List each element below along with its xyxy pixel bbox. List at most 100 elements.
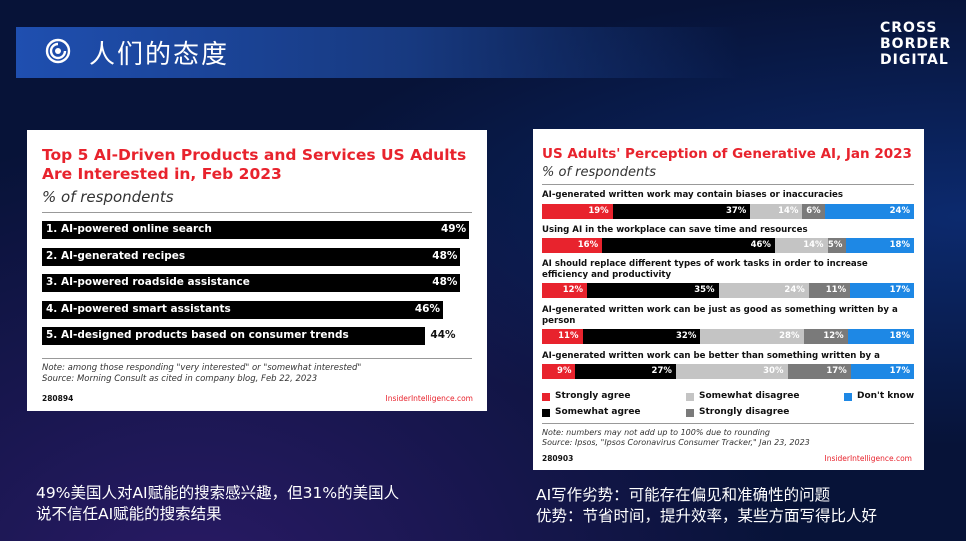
slide-title: 人们的态度 xyxy=(89,40,230,70)
swirl-icon xyxy=(45,38,71,64)
bar-segment xyxy=(787,364,851,379)
caption-left: 49%美国人对AI赋能的搜索感兴趣，但31%的美国人 说不信任AI赋能的搜索结果 xyxy=(36,483,399,525)
bar-segment xyxy=(575,364,676,379)
segment-value: 17% xyxy=(889,366,910,376)
segment-value: 28% xyxy=(779,331,800,341)
bar xyxy=(42,274,461,292)
bar-segment xyxy=(808,283,851,298)
bar-segment xyxy=(827,238,847,253)
divider xyxy=(42,212,472,213)
legend-label: Somewhat agree xyxy=(555,407,641,417)
segment-value: 46% xyxy=(750,240,771,250)
segment-value: 17% xyxy=(889,285,910,295)
bar xyxy=(42,300,443,319)
chart-card-interest: Top 5 AI-Driven Products and Services US… xyxy=(27,130,487,411)
legend-swatch xyxy=(542,393,550,401)
segment-value: 9% xyxy=(557,366,572,376)
question-label: AI-generated written work may contain bi… xyxy=(542,190,843,200)
bar-segment xyxy=(750,204,803,219)
brand-link[interactable]: InsiderIntelligence.com xyxy=(385,394,473,403)
legend-swatch xyxy=(542,409,550,417)
chart-card-perception: US Adults' Perception of Generative AI, … xyxy=(533,129,924,470)
chart-title: Top 5 AI-Driven Products and Services US… xyxy=(42,146,467,183)
bar-segment xyxy=(847,329,914,344)
segment-value: 27% xyxy=(651,366,672,376)
chart-note: Note: numbers may not add up to 100% due… xyxy=(542,428,770,437)
legend-label: Somewhat disagree xyxy=(699,391,800,401)
title-bar xyxy=(16,27,740,78)
segment-value: 37% xyxy=(725,206,747,216)
bar-segment xyxy=(542,238,603,253)
question-label: Using AI in the workplace can save time … xyxy=(542,225,808,235)
chart-code: 280903 xyxy=(542,454,574,463)
segment-value: 18% xyxy=(889,331,910,341)
segment-value: 14% xyxy=(778,206,799,216)
bar-segment xyxy=(542,329,583,344)
bar-segment xyxy=(850,283,914,298)
segment-value: 6% xyxy=(806,206,821,216)
bar-label: 4. AI-powered smart assistants xyxy=(46,302,231,315)
segment-value: 35% xyxy=(694,285,715,295)
question-label: AI-generated written work can be just as… xyxy=(542,305,898,326)
legend-swatch xyxy=(686,393,694,401)
chart-note: Note: among those responding "very inter… xyxy=(42,363,362,373)
caption-line: 优势：节省时间，提升效率，某些方面写得比人好 xyxy=(536,507,878,525)
bar-value: 44% xyxy=(430,329,456,341)
bar-segment xyxy=(542,283,588,298)
bar-segment xyxy=(802,204,825,219)
bar-segment xyxy=(582,329,701,344)
bar-label: 2. AI-generated recipes xyxy=(46,249,186,262)
segment-value: 19% xyxy=(588,206,609,216)
bar-label: 1. AI-powered online search xyxy=(46,223,212,235)
bar xyxy=(42,247,461,266)
segment-value: 14% xyxy=(803,240,824,250)
chart-subtitle: % of respondents xyxy=(42,188,174,206)
bar xyxy=(42,327,426,345)
logo-line: BORDER xyxy=(880,36,952,52)
segment-value: 18% xyxy=(889,240,910,250)
bar-label: 5. AI-designed products based on consume… xyxy=(46,329,349,341)
chart-title: US Adults' Perception of Generative AI, … xyxy=(542,146,912,162)
legend-swatch xyxy=(686,409,694,417)
bar-segment xyxy=(602,238,775,253)
bar-segment xyxy=(542,204,613,219)
bar-segment xyxy=(803,329,848,344)
segment-value: 32% xyxy=(676,331,697,341)
bar-segment xyxy=(846,238,914,253)
bar-segment xyxy=(542,364,576,379)
caption-line: 49%美国人对AI赋能的搜索感兴趣，但31%的美国人 xyxy=(36,484,400,502)
chart-code: 280894 xyxy=(42,394,74,403)
logo-line: DIGITAL xyxy=(880,52,949,68)
bar-segment xyxy=(718,283,809,298)
bar-segment xyxy=(774,238,828,253)
segment-value: 12% xyxy=(823,331,844,341)
bar-value: 49% xyxy=(441,223,467,235)
bar-value: 46% xyxy=(414,302,440,315)
segment-value: 11% xyxy=(558,331,579,341)
bar-value: 48% xyxy=(432,249,458,262)
segment-value: 5% xyxy=(827,240,843,250)
logo-line: CROSS xyxy=(880,20,938,36)
segment-value: 24% xyxy=(889,206,910,216)
bar-value: 48% xyxy=(432,276,458,288)
divider xyxy=(542,184,914,185)
legend-label: Don't know xyxy=(857,391,915,401)
segment-value: 24% xyxy=(784,285,805,295)
caption-line: 说不信任AI赋能的搜索结果 xyxy=(36,505,222,523)
bar-segment xyxy=(824,204,914,219)
brand-link[interactable]: InsiderIntelligence.com xyxy=(824,454,912,463)
caption-line: AI写作劣势：可能存在偏见和准确性的问题 xyxy=(536,486,831,504)
chart-subtitle: % of respondents xyxy=(542,165,657,180)
legend-label: Strongly agree xyxy=(555,391,631,401)
bar-segment xyxy=(700,329,804,344)
divider xyxy=(542,423,914,424)
bar-segment xyxy=(587,283,719,298)
bar-segment xyxy=(675,364,788,379)
segment-value: 17% xyxy=(826,366,847,376)
question-label: AI should replace different types of wor… xyxy=(542,259,868,280)
brand-logo: CROSS BORDER DIGITAL xyxy=(880,20,951,68)
segment-value: 11% xyxy=(825,285,847,295)
bar-segment xyxy=(612,204,751,219)
chart-source: Source: Ipsos, "Ipsos Coronavirus Consum… xyxy=(542,438,810,447)
caption-right: AI写作劣势：可能存在偏见和准确性的问题 优势：节省时间，提升效率，某些方面写得… xyxy=(536,485,877,527)
